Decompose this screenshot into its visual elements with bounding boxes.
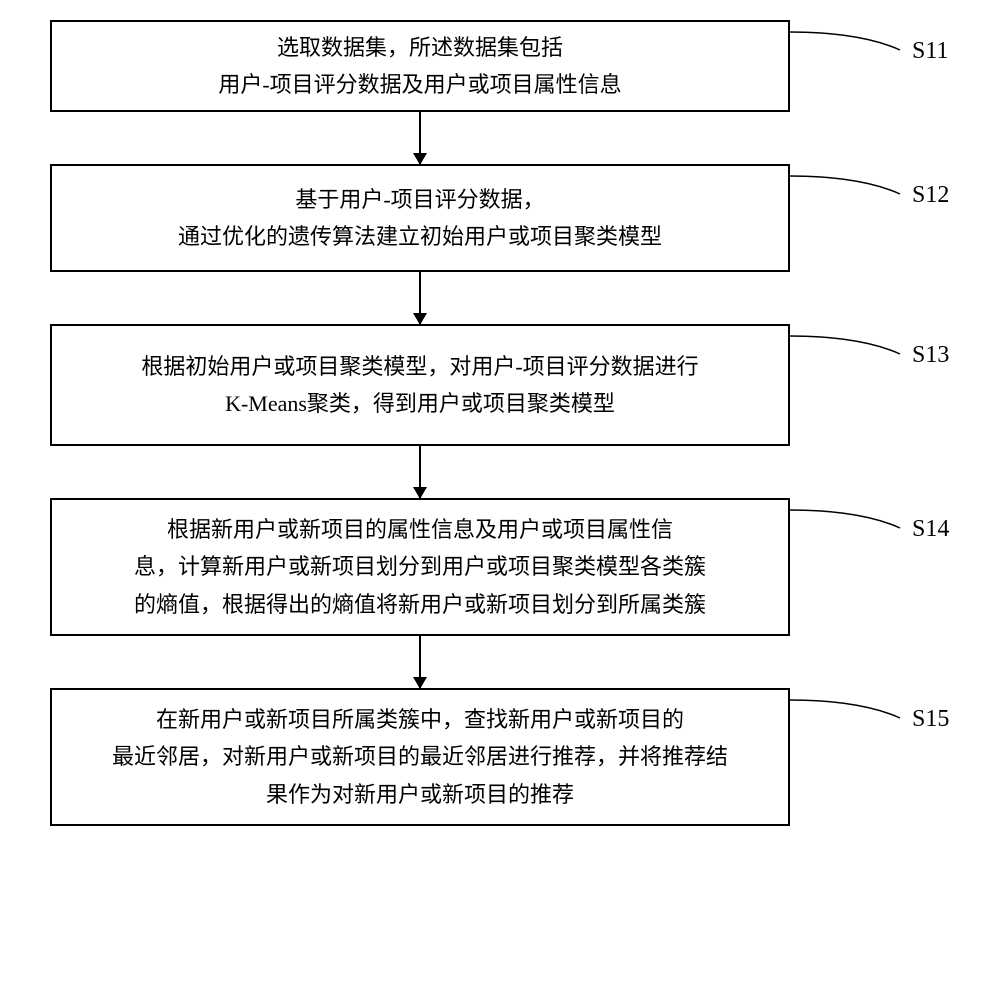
label-s11: S11 [912,38,948,65]
arrow-s12-s13 [419,272,421,324]
connector-s14 [790,498,910,538]
box-s14-line1: 根据新用户或新项目的属性信息及用户或项目属性信 [167,511,673,548]
connector-s12 [790,164,910,204]
arrow-s14-s15 [419,636,421,688]
label-s13: S13 [912,342,949,369]
connector-s15 [790,688,910,728]
step-row-s14: 根据新用户或新项目的属性信息及用户或项目属性信 息，计算新用户或新项目划分到用户… [50,498,950,636]
box-s13: 根据初始用户或项目聚类模型，对用户-项目评分数据进行 K-Means聚类，得到用… [50,324,790,446]
label-s12: S12 [912,182,949,209]
label-s15: S15 [912,706,949,733]
box-s14-line2: 息，计算新用户或新项目划分到用户或项目聚类模型各类簇 [134,548,706,585]
box-s15-line2: 最近邻居，对新用户或新项目的最近邻居进行推荐，并将推荐结 [112,738,728,775]
box-s14-line3: 的熵值，根据得出的熵值将新用户或新项目划分到所属类簇 [134,586,706,623]
box-s15: 在新用户或新项目所属类簇中，查找新用户或新项目的 最近邻居，对新用户或新项目的最… [50,688,790,826]
box-s13-line1: 根据初始用户或项目聚类模型，对用户-项目评分数据进行 [141,348,698,385]
flowchart-container: 选取数据集，所述数据集包括 用户-项目评分数据及用户或项目属性信息 S11 基于… [50,20,950,826]
box-s13-line2: K-Means聚类，得到用户或项目聚类模型 [225,385,615,422]
box-s11-line1: 选取数据集，所述数据集包括 [277,29,563,66]
label-s14: S14 [912,516,949,543]
box-s11-line2: 用户-项目评分数据及用户或项目属性信息 [218,66,621,103]
step-row-s11: 选取数据集，所述数据集包括 用户-项目评分数据及用户或项目属性信息 S11 [50,20,950,112]
connector-s13 [790,324,910,364]
box-s12-line2: 通过优化的遗传算法建立初始用户或项目聚类模型 [178,218,662,255]
step-row-s15: 在新用户或新项目所属类簇中，查找新用户或新项目的 最近邻居，对新用户或新项目的最… [50,688,950,826]
box-s14: 根据新用户或新项目的属性信息及用户或项目属性信 息，计算新用户或新项目划分到用户… [50,498,790,636]
box-s12-line1: 基于用户-项目评分数据， [295,181,544,218]
step-row-s13: 根据初始用户或项目聚类模型，对用户-项目评分数据进行 K-Means聚类，得到用… [50,324,950,446]
box-s15-line1: 在新用户或新项目所属类簇中，查找新用户或新项目的 [156,701,684,738]
box-s15-line3: 果作为对新用户或新项目的推荐 [266,776,574,813]
box-s11: 选取数据集，所述数据集包括 用户-项目评分数据及用户或项目属性信息 [50,20,790,112]
box-s12: 基于用户-项目评分数据， 通过优化的遗传算法建立初始用户或项目聚类模型 [50,164,790,272]
connector-s11 [790,20,910,60]
arrow-s11-s12 [419,112,421,164]
step-row-s12: 基于用户-项目评分数据， 通过优化的遗传算法建立初始用户或项目聚类模型 S12 [50,164,950,272]
arrow-s13-s14 [419,446,421,498]
